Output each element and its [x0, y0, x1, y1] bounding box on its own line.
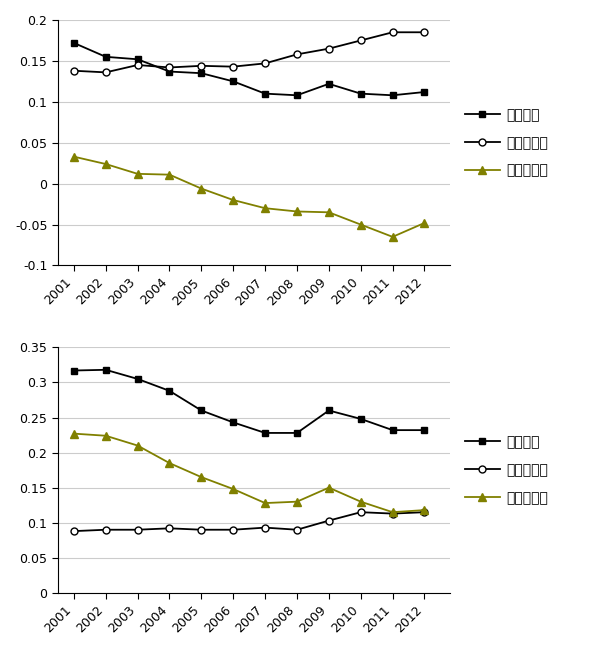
Legend: 負債比率, 流動性比率, 純負債比率: 負債比率, 流動性比率, 純負債比率: [465, 436, 548, 505]
Legend: 負債比率, 流動性比率, 純負債比率: 負債比率, 流動性比率, 純負債比率: [465, 108, 548, 177]
